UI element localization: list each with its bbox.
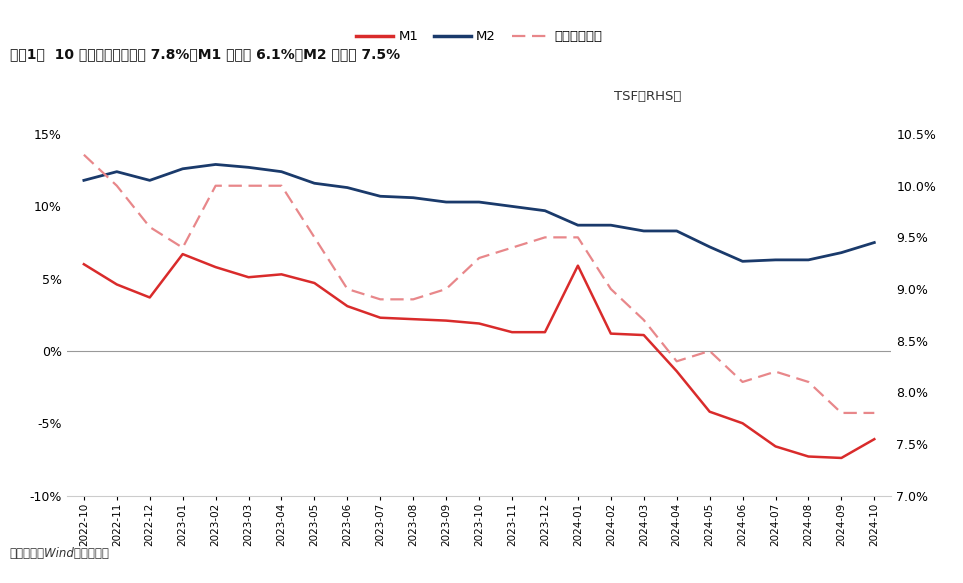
Text: 资料来源：Wind，中信建投: 资料来源：Wind，中信建投 [10,547,110,560]
Text: 图袅1：  10 月社融存量同比增 7.8%、M1 同比减 6.1%、M2 同比增 7.5%: 图袅1： 10 月社融存量同比增 7.8%、M1 同比减 6.1%、M2 同比增… [10,47,400,61]
Text: TSF（RHS）: TSF（RHS） [614,90,682,103]
Legend: M1, M2, 社融（右轴）: M1, M2, 社融（右轴） [351,25,608,48]
